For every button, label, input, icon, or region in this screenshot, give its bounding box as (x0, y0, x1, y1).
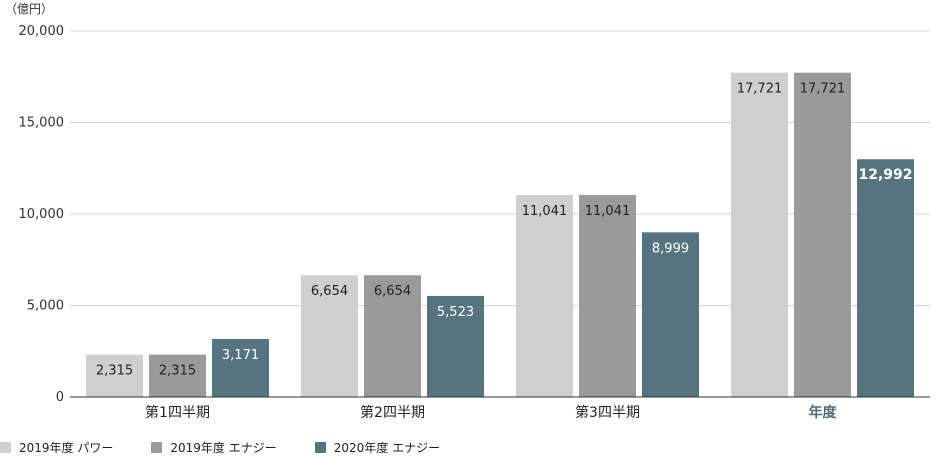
data-label: 12,992 (858, 167, 912, 183)
x-tick-label: 年度 (809, 404, 838, 421)
bar (857, 159, 914, 397)
legend-label-2019-power: 2019年度 パワー (19, 440, 114, 455)
x-tick-label: 第3四半期 (575, 404, 640, 421)
data-label: 2,315 (159, 364, 196, 379)
legend-item-2019-power: 2019年度 パワー (0, 439, 113, 456)
y-tick-label: 5,000 (27, 299, 64, 314)
bar-chart: （億円） 2,315 2,315 3,171 6,654 6,654 5,523 11,04… (5, 2, 930, 421)
data-label: 6,654 (374, 284, 411, 299)
y-axis-unit-label: （億円） (5, 2, 53, 16)
data-label: 17,721 (737, 82, 783, 97)
data-label: 5,523 (437, 305, 474, 320)
bar (212, 338, 269, 397)
bar (149, 354, 206, 397)
data-label: 8,999 (652, 241, 689, 256)
data-label: 6,654 (311, 284, 348, 299)
y-tick-label: 10,000 (19, 207, 65, 222)
y-tick-label: 0 (56, 390, 64, 405)
bar (86, 354, 143, 397)
legend-swatch-2019-energy (151, 441, 163, 453)
bar (427, 295, 484, 397)
legend-label-2020-energy: 2020年度 エナジー (333, 440, 441, 455)
bar (794, 72, 851, 398)
bar (364, 275, 421, 397)
bar (731, 72, 788, 398)
bar (579, 194, 636, 397)
x-tick-label: 第1四半期 (145, 404, 210, 421)
legend-swatch-2019-power (0, 441, 11, 453)
data-label: 2,315 (96, 364, 133, 379)
legend: 2019年度 パワー 2019年度 エナジー 2020年度 エナジー (0, 438, 478, 456)
legend-label-2019-energy: 2019年度 エナジー (170, 440, 277, 455)
legend-swatch-2020-energy (314, 441, 326, 453)
data-label: 17,721 (800, 82, 846, 97)
bar (301, 275, 358, 397)
legend-item-2020-energy: 2020年度 エナジー (314, 439, 441, 456)
y-tick-label: 20,000 (19, 24, 65, 39)
bar (642, 232, 699, 397)
bar (516, 194, 573, 397)
legend-item-2019-energy: 2019年度 エナジー (151, 439, 277, 456)
x-tick-label: 第2四半期 (360, 404, 425, 421)
y-tick-label: 15,000 (19, 116, 65, 131)
data-label: 11,041 (585, 204, 631, 219)
data-label: 11,041 (522, 204, 568, 219)
data-label: 3,171 (222, 348, 259, 363)
